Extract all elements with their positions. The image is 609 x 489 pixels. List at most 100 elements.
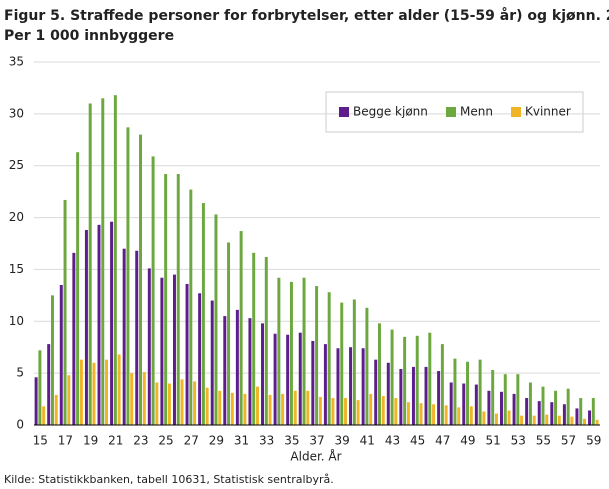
- bar: [457, 407, 461, 425]
- bar: [210, 300, 214, 425]
- x-tick-label: 23: [133, 434, 148, 448]
- bar: [444, 405, 448, 425]
- bar: [570, 416, 574, 425]
- legend-label: Kvinner: [525, 105, 571, 119]
- bar: [189, 189, 193, 425]
- bar: [311, 340, 315, 425]
- bar: [79, 359, 83, 425]
- x-tick-label: 37: [309, 434, 324, 448]
- bar: [252, 252, 256, 425]
- bar: [201, 203, 205, 425]
- bar: [135, 250, 139, 425]
- bar: [293, 390, 297, 425]
- legend-swatch: [446, 107, 456, 117]
- bar: [122, 248, 126, 425]
- bar: [554, 390, 558, 425]
- y-tick-label: 5: [16, 366, 24, 380]
- bar: [557, 415, 561, 425]
- bar: [298, 332, 302, 425]
- bar: [403, 336, 407, 425]
- bar: [315, 286, 319, 425]
- bar: [466, 361, 470, 425]
- bar: [264, 256, 268, 425]
- x-tick-label: 21: [108, 434, 123, 448]
- bar: [361, 348, 365, 425]
- x-tick-label: 25: [158, 434, 173, 448]
- y-tick-label: 10: [9, 314, 24, 328]
- bar: [205, 387, 209, 425]
- bar: [268, 394, 272, 425]
- bar: [151, 156, 155, 425]
- x-tick-label: 55: [536, 434, 551, 448]
- bar: [273, 333, 277, 425]
- y-tick-label: 30: [9, 106, 24, 120]
- bar: [176, 174, 180, 425]
- chart-subtitle: Per 1 000 innbyggere: [4, 28, 174, 44]
- x-tick-label: 17: [58, 434, 73, 448]
- x-tick-label: 27: [184, 434, 199, 448]
- bar: [469, 406, 473, 425]
- bar: [97, 224, 101, 425]
- bar: [302, 277, 306, 425]
- bar: [88, 103, 92, 425]
- bar: [374, 359, 378, 425]
- bar: [440, 344, 444, 425]
- bar: [507, 410, 511, 425]
- bar: [406, 402, 410, 425]
- bar: [101, 98, 105, 426]
- x-tick-label: 39: [335, 434, 350, 448]
- bar: [415, 335, 419, 425]
- y-tick-label: 0: [16, 418, 24, 432]
- chart-title: Figur 5. Straffede personer for forbryte…: [4, 7, 609, 24]
- bar: [110, 221, 114, 425]
- y-tick-label: 25: [9, 158, 24, 172]
- bar: [394, 398, 398, 425]
- bar: [63, 199, 67, 425]
- bar: [437, 371, 441, 425]
- bar: [126, 127, 130, 425]
- bar: [428, 332, 432, 425]
- y-tick-label: 35: [9, 55, 24, 69]
- bar: [419, 403, 423, 425]
- bar: [336, 348, 340, 425]
- x-tick-label: 45: [410, 434, 425, 448]
- bar: [474, 384, 478, 425]
- bar: [172, 274, 176, 425]
- bar: [155, 382, 159, 425]
- bar: [595, 419, 599, 425]
- bar: [113, 95, 117, 425]
- bar: [512, 393, 516, 425]
- bar: [541, 386, 545, 425]
- bar: [591, 398, 595, 425]
- bar: [147, 268, 151, 425]
- bar: [54, 394, 58, 425]
- x-tick-label: 51: [485, 434, 500, 448]
- bar: [327, 292, 331, 425]
- bar: [562, 404, 566, 425]
- bar: [261, 323, 265, 425]
- bar: [167, 383, 171, 425]
- bar: [532, 415, 536, 425]
- y-tick-label: 20: [9, 210, 24, 224]
- bar: [59, 284, 63, 425]
- x-tick-label: 19: [83, 434, 98, 448]
- bar: [491, 370, 495, 425]
- bar: [494, 413, 498, 425]
- bar: [160, 277, 164, 425]
- legend-label: Menn: [460, 105, 493, 119]
- bar: [340, 302, 344, 425]
- bar: [478, 359, 482, 425]
- x-tick-label: 35: [284, 434, 299, 448]
- bar: [520, 415, 524, 425]
- x-tick-label: 29: [209, 434, 224, 448]
- bar: [286, 334, 290, 425]
- bar: [411, 366, 415, 425]
- bar: [117, 354, 121, 425]
- bar: [235, 309, 239, 425]
- x-tick-label: 59: [586, 434, 601, 448]
- y-tick-label: 15: [9, 262, 24, 276]
- bar: [352, 299, 356, 425]
- x-tick-label: 31: [234, 434, 249, 448]
- x-tick-label: 57: [561, 434, 576, 448]
- bar: [575, 408, 579, 425]
